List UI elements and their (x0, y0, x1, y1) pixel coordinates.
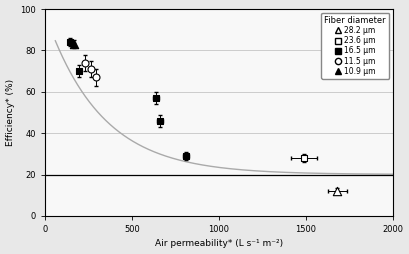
Point (76, 69, 82, 73)
Point (70, 42, 77, 46)
Point (153, 96, 160, 100)
Y-axis label: Efficiency* (%): Efficiency* (%) (6, 79, 15, 146)
Legend: 28.2 μm, 23.6 μm, 16.5 μm, 11.5 μm, 10.9 μm: 28.2 μm, 23.6 μm, 16.5 μm, 11.5 μm, 10.9… (321, 13, 389, 79)
Point (157, 119, 163, 123)
Point (82, 61, 88, 65)
Point (182, 154, 189, 158)
Point (67, 40, 73, 44)
Point (88, 67, 94, 71)
Point (301, 156, 308, 160)
Point (334, 189, 341, 193)
Point (93, 75, 99, 79)
X-axis label: Air permeability* (L s⁻¹ m⁻²): Air permeability* (L s⁻¹ m⁻²) (155, 240, 283, 248)
